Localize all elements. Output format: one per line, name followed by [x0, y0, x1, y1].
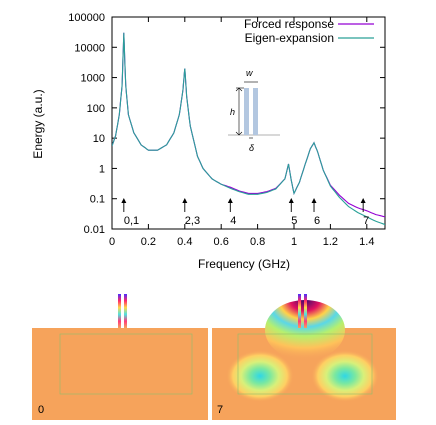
- mode-arrowhead: [311, 198, 317, 203]
- x-tick-label: 0.8: [250, 236, 265, 248]
- mode-label: 7: [363, 215, 369, 227]
- mode-label: 4: [230, 215, 236, 227]
- inset-w-label: w: [246, 68, 253, 78]
- stub-right-mode-0: [124, 294, 127, 328]
- geometry-inset: w h δ: [228, 68, 280, 153]
- x-tick-label: 0.4: [177, 236, 192, 248]
- y-tick-label: 0.01: [84, 224, 105, 236]
- legend: Forced response Eigen-expansion: [244, 17, 374, 45]
- mode-label: 6: [314, 215, 320, 227]
- mode-arrowhead: [182, 198, 188, 203]
- mode-label: 0,1: [124, 215, 139, 227]
- mode-annotations: 0,1 2,3 4 5 6 7: [121, 198, 369, 227]
- inset-right-bar: [253, 88, 258, 135]
- y-tick-label: 10000: [74, 42, 105, 54]
- mode-label: 2,3: [185, 215, 200, 227]
- y-tick-label: 10: [93, 133, 105, 145]
- panel-label-0: 0: [38, 404, 44, 416]
- mode-arrowhead: [227, 198, 233, 203]
- field-right-lobe: [311, 350, 379, 402]
- x-tick-label: 0.2: [141, 236, 156, 248]
- x-axis: 0 0.2 0.4 0.6 0.8 1 1.2 1.4: [109, 17, 374, 248]
- stub-left-mode-0: [118, 294, 121, 328]
- field-panel-mode-7: 7: [212, 294, 396, 420]
- y-axis-title: Energy (a.u.): [31, 89, 45, 158]
- field-panel-mode-0: 0: [32, 294, 208, 420]
- stub-right-mode-7: [304, 294, 307, 328]
- x-axis-title: Frequency (GHz): [198, 257, 290, 271]
- stub-left-mode-7: [298, 294, 301, 328]
- field-top-lobe: [265, 300, 345, 360]
- mode-label: 5: [291, 215, 297, 227]
- panel-label-7: 7: [217, 404, 223, 416]
- x-tick-label: 1: [291, 236, 297, 248]
- mode-arrowhead: [121, 198, 127, 203]
- inset-h-label: h: [230, 107, 235, 117]
- x-tick-label: 0: [109, 236, 115, 248]
- x-tick-label: 1.2: [323, 236, 338, 248]
- y-tick-label: 1000: [81, 73, 105, 85]
- y-tick-label: 100: [87, 103, 105, 115]
- y-tick-label: 0.1: [90, 194, 105, 206]
- series-line-eigen-expansion: [112, 32, 385, 226]
- x-tick-label: 1.4: [359, 236, 374, 248]
- y-axis: 100000 10000 1000 100 10 1 0.1 0.01: [68, 12, 385, 236]
- legend-label-eigen: Eigen-expansion: [245, 31, 334, 45]
- mode-arrowhead: [360, 198, 366, 203]
- mode-arrowhead: [288, 198, 294, 203]
- series-layer: [112, 32, 385, 226]
- y-tick-label: 100000: [68, 12, 105, 24]
- y-tick-label: 1: [99, 163, 105, 175]
- legend-label-forced: Forced response: [244, 17, 334, 31]
- field-left-lobe: [226, 350, 294, 402]
- inset-left-bar: [244, 88, 249, 135]
- x-tick-label: 0.6: [214, 236, 229, 248]
- inset-delta-label: δ: [249, 143, 255, 153]
